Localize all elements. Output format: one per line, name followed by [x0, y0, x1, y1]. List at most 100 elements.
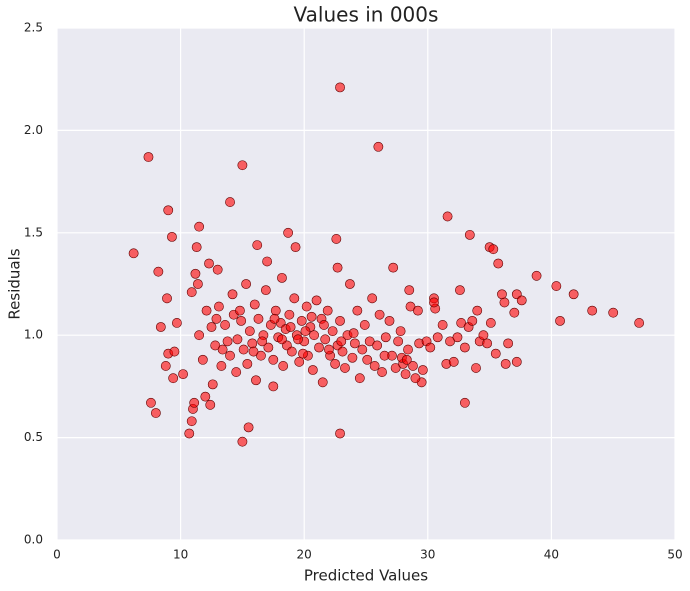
point [497, 289, 507, 300]
point [445, 336, 455, 347]
point [244, 326, 255, 337]
point [388, 262, 399, 273]
point [285, 322, 296, 332]
point [171, 318, 182, 328]
point [400, 369, 411, 380]
point [211, 313, 222, 324]
point [335, 315, 345, 326]
point [634, 318, 645, 328]
point [169, 346, 180, 357]
point [369, 361, 380, 371]
point [362, 354, 373, 365]
point [516, 295, 527, 306]
point [320, 334, 331, 345]
point [263, 342, 274, 353]
y-tick-label: 2.0 [24, 123, 43, 137]
point [238, 344, 249, 355]
point [193, 279, 203, 289]
point [186, 416, 197, 427]
point [395, 326, 406, 337]
point [455, 285, 465, 296]
point [471, 363, 481, 373]
point [322, 305, 333, 316]
x-tick-label: 10 [173, 548, 188, 562]
point [324, 344, 334, 355]
point [568, 289, 579, 300]
point [309, 330, 319, 341]
point [327, 326, 338, 337]
point [337, 346, 348, 357]
point [372, 340, 383, 351]
y-tick-label: 1.5 [24, 225, 43, 239]
point [405, 301, 416, 312]
y-axis-label: Residuals [6, 248, 24, 319]
point [485, 318, 496, 328]
point [284, 309, 295, 320]
point [437, 320, 448, 330]
point [482, 338, 493, 349]
point [206, 322, 217, 332]
y-tick-label: 0.5 [24, 430, 43, 444]
point [168, 373, 179, 384]
point [227, 289, 238, 300]
point [278, 361, 289, 371]
point [499, 297, 510, 308]
point [452, 332, 463, 343]
point [357, 344, 368, 355]
point [317, 377, 328, 388]
point [493, 258, 504, 269]
x-tick-label: 0 [53, 548, 61, 562]
point [306, 311, 317, 322]
point [352, 305, 363, 316]
point [335, 428, 345, 439]
point [191, 242, 202, 253]
point [408, 361, 418, 371]
point [555, 315, 565, 326]
point [464, 229, 475, 240]
point [253, 313, 264, 324]
point [212, 264, 223, 275]
point [377, 367, 387, 377]
point [456, 318, 467, 328]
point [205, 399, 216, 410]
point [252, 240, 263, 250]
point [384, 315, 395, 326]
point [243, 422, 254, 433]
point [167, 231, 177, 242]
point [490, 348, 501, 359]
point [237, 160, 248, 171]
point [257, 336, 268, 347]
point [186, 287, 197, 298]
point [197, 354, 208, 365]
point [268, 381, 279, 392]
point [331, 234, 342, 244]
point [220, 320, 230, 330]
point [262, 256, 273, 267]
point [359, 320, 370, 330]
point [488, 244, 499, 255]
point [459, 397, 470, 408]
point [153, 266, 164, 277]
point [269, 313, 280, 324]
point [214, 301, 224, 312]
point [373, 141, 384, 152]
point [448, 356, 459, 367]
point [277, 334, 287, 345]
point [232, 334, 243, 345]
y-tick-label: 2.5 [24, 21, 43, 35]
point [162, 293, 172, 304]
point [442, 211, 453, 222]
point [184, 428, 195, 439]
point [314, 342, 324, 353]
point [354, 373, 365, 384]
point [364, 336, 375, 347]
x-tick-label: 40 [544, 548, 559, 562]
point [143, 152, 154, 162]
x-axis-label: Predicted Values [304, 567, 428, 585]
point [207, 379, 218, 390]
point [608, 307, 619, 318]
point [551, 281, 562, 291]
y-tick-label: 1.0 [24, 328, 43, 342]
point [293, 334, 303, 345]
point [503, 338, 514, 349]
